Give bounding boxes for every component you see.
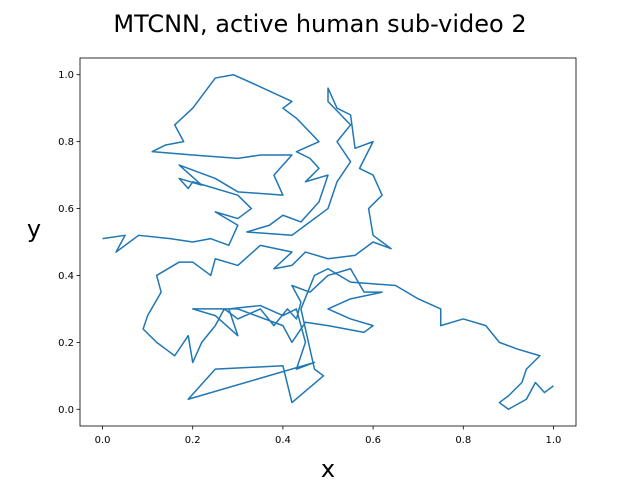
axes-frame [79, 57, 577, 427]
y-tick-label: 0.8 [58, 137, 74, 148]
x-tick-label: 0.2 [185, 435, 201, 446]
y-tick-label: 0.4 [58, 271, 74, 282]
x-tick-label: 0.8 [455, 435, 471, 446]
y-tick-label: 0.2 [58, 338, 74, 349]
chart-title: MTCNN, active human sub-video 2 [113, 10, 526, 38]
y-tick-label: 0.6 [58, 204, 74, 215]
x-tick-label: 0.4 [275, 435, 291, 446]
x-tick-label: 1.0 [546, 435, 562, 446]
y-tick-label: 1.0 [58, 70, 74, 81]
x-axis-label: x [321, 455, 335, 480]
x-tick-label: 0.6 [365, 435, 381, 446]
trajectory-line [102, 73, 554, 411]
y-axis-label: y [27, 215, 41, 243]
x-tick-label: 0.0 [95, 435, 111, 446]
y-tick-label: 0.0 [58, 405, 74, 416]
